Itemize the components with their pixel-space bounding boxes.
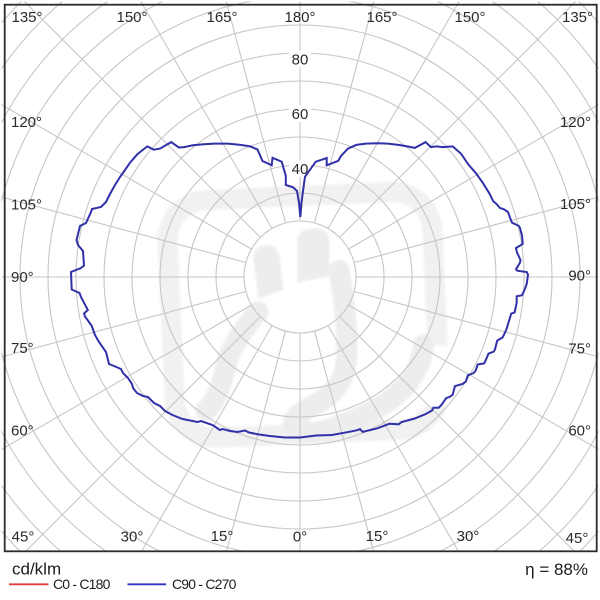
svg-text:150°: 150° [116, 9, 147, 26]
svg-text:cd/klm: cd/klm [12, 560, 61, 579]
svg-text:120°: 120° [11, 114, 42, 131]
svg-text:120°: 120° [560, 114, 591, 131]
svg-text:105°: 105° [11, 197, 42, 214]
svg-text:135°: 135° [562, 9, 593, 26]
svg-text:180°: 180° [284, 9, 315, 26]
svg-text:165°: 165° [206, 9, 237, 26]
svg-text:105°: 105° [560, 196, 591, 213]
svg-text:75°: 75° [11, 340, 34, 357]
svg-text:75°: 75° [568, 340, 591, 357]
svg-text:90°: 90° [568, 267, 591, 284]
svg-text:45°: 45° [566, 530, 589, 547]
svg-text:C90 - C270: C90 - C270 [172, 576, 237, 592]
svg-text:40: 40 [292, 161, 309, 178]
svg-text:30°: 30° [457, 528, 480, 545]
svg-text:15°: 15° [366, 528, 389, 545]
svg-text:45°: 45° [12, 529, 35, 546]
svg-text:60°: 60° [568, 422, 591, 439]
svg-text:0°: 0° [293, 528, 307, 545]
svg-text:60: 60 [292, 106, 309, 123]
svg-text:30°: 30° [121, 528, 144, 545]
svg-text:135°: 135° [11, 9, 42, 26]
svg-text:η = 88%: η = 88% [525, 560, 588, 579]
svg-text:80: 80 [292, 51, 309, 68]
svg-text:C0 - C180: C0 - C180 [53, 576, 111, 592]
svg-text:90°: 90° [11, 269, 34, 286]
svg-text:165°: 165° [366, 9, 397, 26]
svg-text:15°: 15° [211, 528, 234, 545]
svg-text:60°: 60° [11, 422, 34, 439]
svg-text:150°: 150° [454, 9, 485, 26]
